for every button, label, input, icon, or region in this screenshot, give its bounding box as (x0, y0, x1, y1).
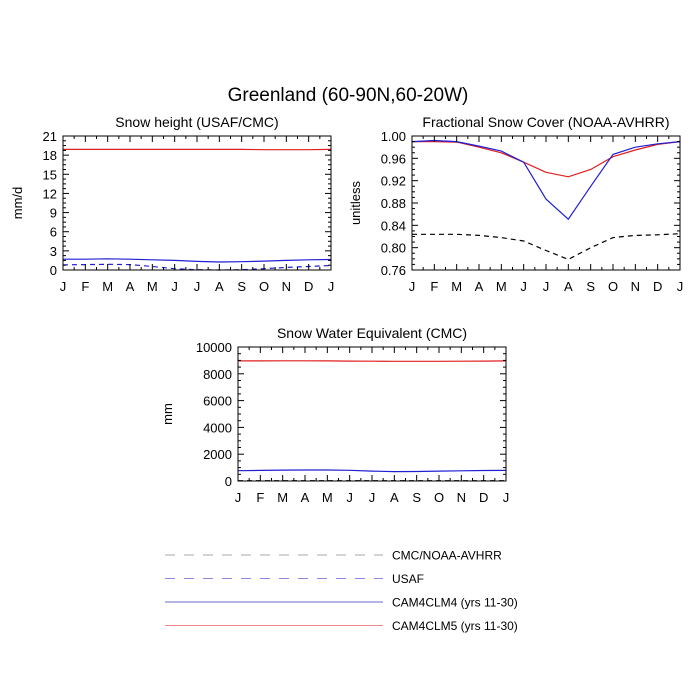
x-tick-label: A (564, 279, 573, 294)
x-tick-label: N (282, 279, 291, 294)
x-tick-label: N (457, 490, 466, 505)
y-axis-label: mm/d (10, 187, 25, 220)
plot-frame (62, 135, 332, 271)
x-tick-label: D (653, 279, 662, 294)
panels: Snow height (USAF/CMC)J F M A M J J A S O N D J03691… (10, 114, 683, 505)
y-tick-label: 4000 (203, 420, 232, 435)
x-tick-label: J (503, 490, 510, 505)
panel-title: Snow Water Equivalent (CMC) (277, 325, 467, 341)
y-tick-label: 0.76 (381, 263, 406, 278)
x-tick-label: O (434, 490, 444, 505)
x-tick-label: A (301, 490, 310, 505)
x-tick-label: M (147, 279, 158, 294)
y-tick-label: 6 (50, 225, 57, 240)
y-axis-label: mm (160, 403, 175, 425)
x-tick-label: J (369, 490, 376, 505)
legend-item-cam4clm5: CAM4CLM5 (yrs 11-30) (165, 619, 518, 633)
y-tick-label: 21 (43, 129, 57, 144)
y-axis-label: unitless (348, 180, 363, 225)
series-line-cam4clm4 (411, 139, 681, 221)
series-line-cam4clm4 (63, 258, 332, 263)
x-tick-label: N (631, 279, 640, 294)
x-tick-label: A (390, 490, 399, 505)
figure-title: Greenland (60-90N,60-20W) (228, 85, 469, 106)
series-line-cmc_noaa (412, 233, 681, 261)
x-tick-label: M (451, 279, 462, 294)
x-tick-label: S (586, 279, 595, 294)
y-tick-label: 3 (50, 244, 57, 259)
x-tick-label: J (346, 490, 353, 505)
y-tick-label: 10000 (196, 340, 232, 355)
x-tick-label: M (102, 279, 113, 294)
series-line-cam4clm4 (237, 469, 507, 473)
y-tick-label: 0 (225, 474, 232, 489)
y-tick-label: 0.84 (381, 218, 406, 233)
panel-1: Snow height (USAF/CMC)J F M A M J J A S O N D J03691… (10, 114, 334, 294)
x-tick-label: D (304, 279, 313, 294)
y-tick-label: 0.88 (381, 196, 406, 211)
panel-2: Fractional Snow Cover (NOAA-AVHRR)J F M A M J… (348, 114, 683, 294)
x-tick-label: A (126, 279, 135, 294)
x-tick-label: J (543, 279, 550, 294)
legend-item-cmc_noaa: CMC/NOAA-AVHRR (165, 549, 502, 563)
x-tick-label: M (496, 279, 507, 294)
y-tick-label: 12 (43, 186, 57, 201)
x-tick-label: J (520, 279, 527, 294)
x-tick-label: J (328, 279, 335, 294)
legend-item-cam4clm4: CAM4CLM4 (yrs 11-30) (165, 596, 518, 610)
x-tick-label: A (475, 279, 484, 294)
x-tick-label: J (677, 279, 684, 294)
plot-frame (237, 346, 507, 482)
x-tick-label: O (259, 279, 269, 294)
x-tick-label: J (235, 490, 242, 505)
legend-label: CAM4CLM4 (yrs 11-30) (392, 596, 518, 610)
x-tick-label: J (171, 279, 178, 294)
x-tick-label: M (322, 490, 333, 505)
x-tick-label: J (60, 279, 67, 294)
series-line-cam4clm5 (238, 360, 507, 362)
x-tick-label: F (430, 279, 438, 294)
panel-title: Snow height (USAF/CMC) (115, 114, 278, 130)
y-tick-label: 2000 (203, 447, 232, 462)
y-tick-label: 1.00 (381, 129, 406, 144)
legend-label: CMC/NOAA-AVHRR (392, 549, 502, 563)
x-tick-label: O (608, 279, 618, 294)
x-tick-label: M (277, 490, 288, 505)
legend: CMC/NOAA-AVHRR USAF CAM4CLM4 (yrs 11-30) CA… (165, 549, 518, 633)
y-tick-label: 9 (50, 206, 57, 221)
x-tick-label: S (412, 490, 421, 505)
y-tick-label: 0.96 (381, 151, 406, 166)
x-tick-label: A (215, 279, 224, 294)
y-tick-label: 0.80 (381, 241, 406, 256)
legend-item-usaf: USAF (165, 572, 424, 586)
x-tick-label: F (256, 490, 264, 505)
y-tick-label: 18 (43, 148, 57, 163)
legend-label: USAF (392, 572, 424, 586)
y-tick-label: 8000 (203, 367, 232, 382)
x-tick-label: J (194, 279, 201, 294)
x-tick-label: F (81, 279, 89, 294)
panel-3: Snow Water Equivalent (CMC)J F M A M J J A S O N D J… (160, 325, 509, 505)
x-tick-label: S (237, 279, 246, 294)
x-tick-label: D (479, 490, 488, 505)
y-tick-label: 6000 (203, 394, 232, 409)
y-tick-label: 0 (50, 263, 57, 278)
legend-label: CAM4CLM5 (yrs 11-30) (392, 619, 518, 633)
x-tick-label: J (409, 279, 416, 294)
y-tick-label: 0.92 (381, 174, 406, 189)
panel-title: Fractional Snow Cover (NOAA-AVHRR) (422, 114, 669, 130)
y-tick-label: 15 (43, 167, 57, 182)
